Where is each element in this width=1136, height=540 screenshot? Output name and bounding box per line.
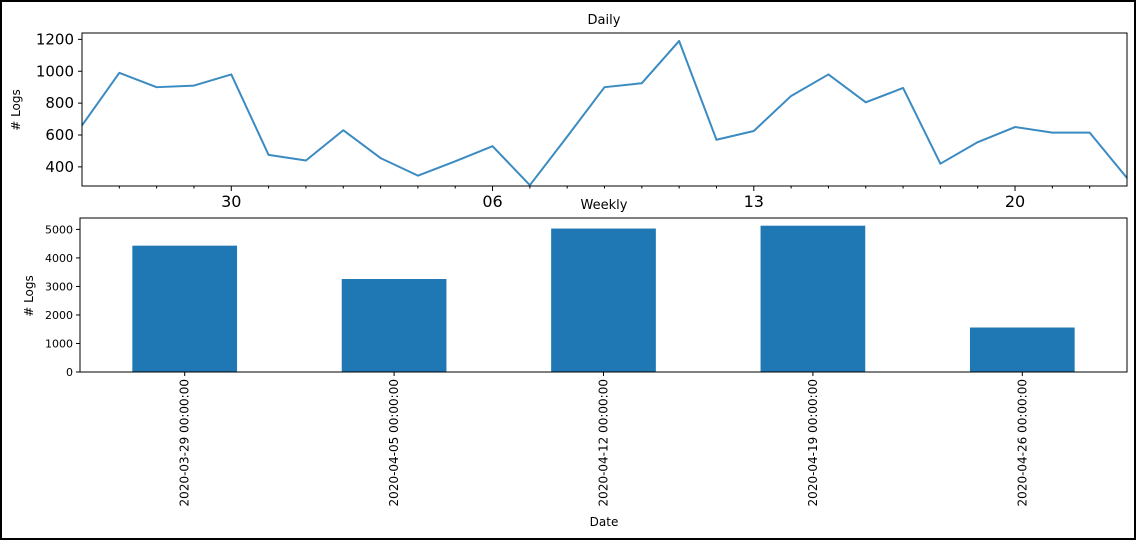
weekly-x-tick-label: 2020-04-12 00:00:00 (597, 379, 611, 506)
weekly-chart: Weekly # Logs Date 0 1000 2000 3000 4000 5000… (22, 198, 1128, 529)
weekly-y-axis-label: # Logs (22, 275, 36, 317)
weekly-y-tick-label: 1000 (45, 337, 73, 350)
daily-series (81, 39, 1128, 187)
daily-x-tick-label: 13 (744, 192, 764, 211)
weekly-y-tick-label: 3000 (45, 280, 73, 293)
weekly-x-tick-label: 2020-04-05 00:00:00 (387, 379, 401, 506)
weekly-x-tick-label: 2020-04-19 00:00:00 (806, 379, 820, 506)
daily-chart: Daily # Logs 400 600 800 1000 1200 30 06 13 20 (9, 13, 1128, 211)
daily-y-tick-label: 1200 (36, 30, 74, 48)
weekly-x-axis-label: Date (590, 515, 619, 529)
daily-y-tick-label: 600 (45, 126, 74, 144)
daily-x-tick-label: 30 (221, 192, 241, 211)
weekly-x-tick-label: 2020-03-29 00:00:00 (178, 379, 192, 506)
daily-y-ticks: 400 600 800 1000 1200 (36, 30, 82, 176)
daily-chart-title: Daily (588, 13, 621, 28)
weekly-bar (341, 279, 447, 372)
weekly-bar (760, 225, 866, 372)
daily-y-axis-label: # Logs (9, 89, 23, 131)
weekly-x-tick-label: 2020-04-26 00:00:00 (1015, 379, 1029, 506)
weekly-bar (969, 327, 1075, 372)
weekly-y-tick-label: 2000 (45, 309, 73, 322)
weekly-x-ticks: 2020-03-29 00:00:00 2020-04-05 00:00:00 20… (178, 372, 1029, 506)
weekly-y-tick-label: 0 (66, 366, 73, 379)
weekly-y-tick-label: 4000 (45, 252, 73, 265)
daily-y-tick-label: 1000 (36, 62, 74, 80)
weekly-chart-title: Weekly (581, 198, 628, 213)
daily-y-tick-label: 400 (45, 158, 74, 176)
weekly-y-tick-label: 5000 (45, 223, 73, 236)
weekly-bar (551, 228, 656, 372)
daily-x-tick-label: 20 (1005, 192, 1025, 211)
daily-y-tick-label: 800 (45, 94, 74, 112)
weekly-bar (132, 245, 238, 372)
weekly-plot-frame (79, 217, 1128, 373)
daily-series-line (81, 39, 1128, 187)
weekly-y-ticks: 0 1000 2000 3000 4000 5000 (45, 223, 80, 379)
daily-x-tick-label: 06 (482, 192, 502, 211)
daily-plot-frame (81, 32, 1128, 187)
weekly-bars (132, 225, 1075, 372)
